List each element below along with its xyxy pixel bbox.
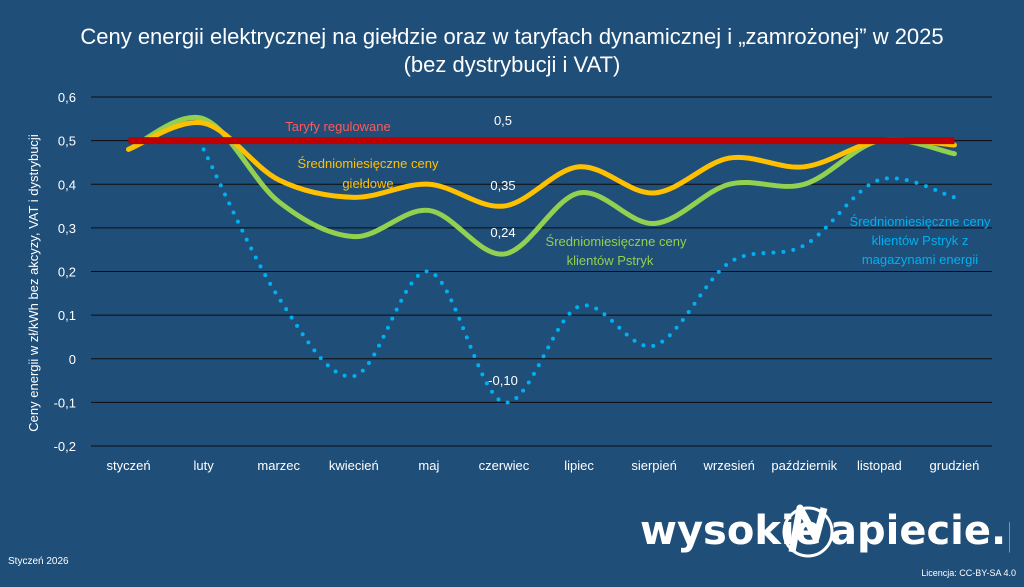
x-tick-label: maj <box>418 458 439 473</box>
y-tick-labels: 0,6 0,5 0,4 0,3 0,2 0,1 0 -0,1 -0,2 <box>54 90 76 454</box>
data-label-05: 0,5 <box>494 113 512 128</box>
y-tick-label: 0,2 <box>58 265 76 280</box>
exchange-label-line2: giełdowe <box>342 176 393 191</box>
logo-text-right: apiecie.pl <box>830 508 1010 554</box>
exchange-label-line1: Średniomiesięczne ceny <box>298 156 439 171</box>
x-tick-label: październik <box>771 458 837 473</box>
y-tick-label: 0 <box>69 352 76 367</box>
y-tick-label: 0,5 <box>58 134 76 149</box>
data-label-035: 0,35 <box>490 178 515 193</box>
y-tick-label: -0,1 <box>54 395 76 410</box>
series-layer <box>126 114 957 405</box>
y-axis-label: Ceny energii w zł/kWh bez akcyzy, VAT i … <box>26 134 41 432</box>
x-tick-label: lipiec <box>564 458 594 473</box>
wysokienapiecie-logo: wysokie apiecie.pl <box>640 504 1010 558</box>
chart-subtitle: (bez dystrybucji i VAT) <box>403 52 621 77</box>
y-tick-label: 0,3 <box>58 221 76 236</box>
series-line-redniomiesi-czne-ceny-gie-dowe <box>126 120 957 209</box>
x-tick-label: grudzień <box>930 458 980 473</box>
x-tick-label: sierpień <box>631 458 677 473</box>
pstryk-label-line1: Średniomiesięczne ceny <box>546 234 687 249</box>
chart-title: Ceny energii elektrycznej na giełdzie or… <box>80 24 944 49</box>
x-tick-label: listopad <box>857 458 902 473</box>
x-tick-label: czerwiec <box>479 458 530 473</box>
x-tick-label: marzec <box>257 458 300 473</box>
logo-n-icon <box>782 504 834 558</box>
x-tick-label: kwiecień <box>329 458 379 473</box>
x-tick-labels: styczeń luty marzec kwiecień maj czerwiec lipi… <box>107 458 980 473</box>
data-label-024: 0,24 <box>490 225 515 240</box>
x-tick-label: wrzesień <box>703 458 755 473</box>
x-tick-label: styczeń <box>107 458 151 473</box>
footer-date: Styczeń 2026 <box>8 556 69 567</box>
regulated-label: Taryfy regulowane <box>285 119 391 134</box>
y-tick-label: -0,2 <box>54 439 76 454</box>
y-tick-label: 0,6 <box>58 90 76 105</box>
storage-label-line1: Średniomiesięczne ceny <box>850 214 991 229</box>
data-label-neg010: -0,10 <box>488 373 518 388</box>
series-line-redniomiesi-czne-ceny-klient-w-pstryk-z-magazynami-energii <box>201 147 957 405</box>
y-tick-label: 0,4 <box>58 177 76 192</box>
storage-label-line2: klientów Pstryk z <box>872 233 969 248</box>
footer-license: Licencja: CC-BY-SA 4.0 <box>921 568 1016 578</box>
pstryk-label-line2: klientów Pstryk <box>567 253 654 268</box>
series-line-redniomiesi-czne-ceny-klient-w-pstryk <box>126 114 957 257</box>
x-tick-label: luty <box>194 458 215 473</box>
storage-label-line3: magazynami energii <box>862 252 978 267</box>
y-tick-label: 0,1 <box>58 308 76 323</box>
